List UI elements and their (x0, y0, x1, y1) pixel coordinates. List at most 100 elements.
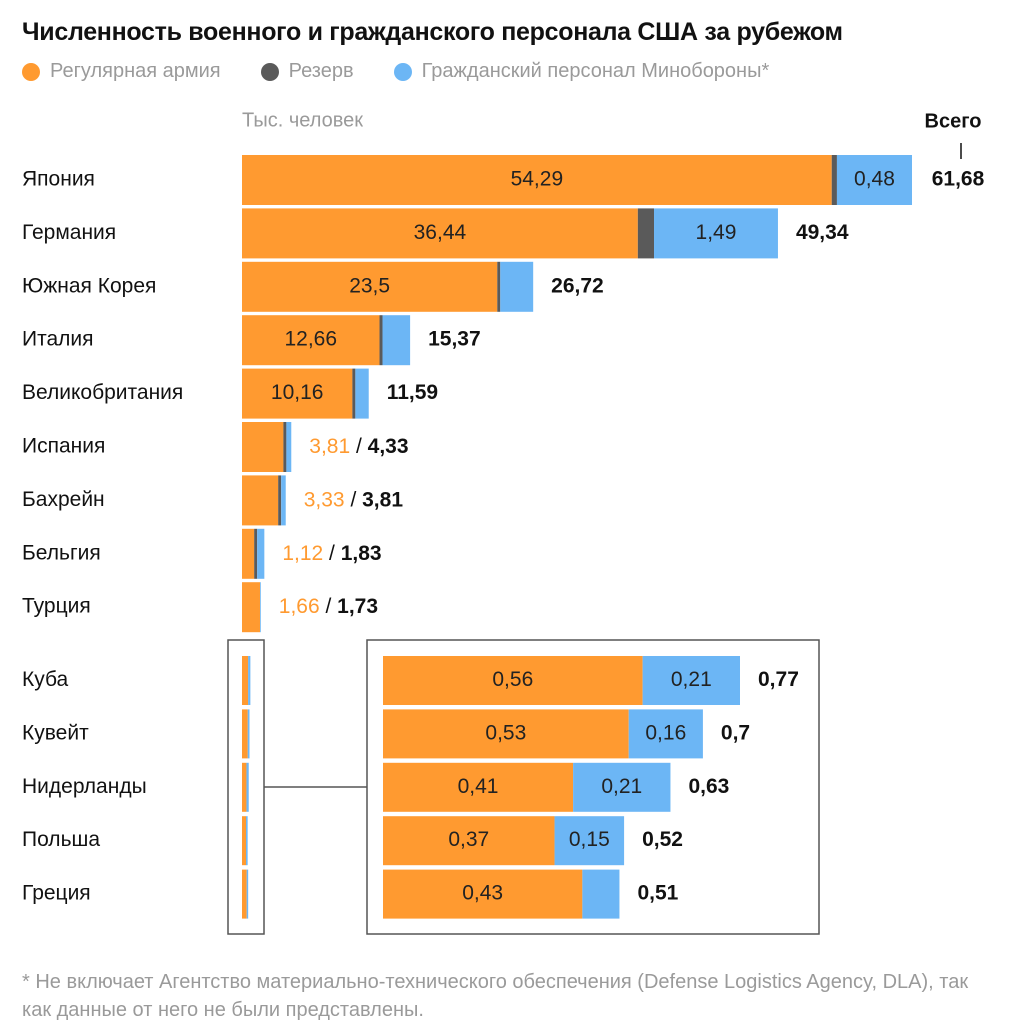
mini-bar-civilian (246, 869, 249, 919)
bar-segment-civilian (281, 475, 286, 526)
data-label-civilian: 0,21 (671, 668, 712, 691)
footnote: * Не включает Агентство материально-техн… (22, 971, 969, 1021)
data-label-pair: 3,81 / 4,33 (309, 435, 408, 458)
mini-bar-civilian (246, 816, 248, 866)
data-label-total: 0,51 (637, 882, 678, 905)
data-label-total: 0,63 (688, 775, 729, 798)
legend-swatch-regular (22, 62, 40, 81)
unit-caption: Тыс. человек (242, 109, 363, 131)
data-label-regular: 3,33 (304, 488, 345, 511)
data-label-civilian: 0,16 (645, 721, 686, 744)
bar-segment-regular (242, 261, 498, 312)
legend-label-reserve: Резерв (288, 60, 354, 82)
data-label-civilian: 0,15 (569, 828, 610, 851)
data-label-regular: 12,66 (284, 328, 337, 351)
zoom-bar-civilian (628, 709, 703, 759)
row-label: Турция (22, 595, 91, 618)
data-label-separator: / (350, 435, 368, 458)
mini-bar-regular (242, 816, 247, 866)
zoom-bar-regular (383, 869, 583, 919)
zoom-bar-civilian (642, 656, 740, 705)
data-label-total: 0,52 (642, 828, 683, 851)
legend-label-regular: Регулярная армия (50, 60, 221, 82)
bar-segment-regular (242, 582, 261, 633)
mini-bar-regular (242, 656, 249, 705)
data-label-regular: 10,16 (271, 381, 324, 404)
row-label: Куба (22, 668, 69, 691)
data-label-total: 0,7 (721, 721, 750, 744)
data-label-total: 11,59 (387, 381, 438, 404)
chart-title: Численность военного и гражданского перс… (22, 18, 843, 46)
chart-area: Тыс. человек Всего Япония 54,29 0,48 61,68 Гер… (22, 109, 985, 935)
data-label-total: 15,37 (428, 328, 481, 351)
data-label-regular: 3,81 (309, 435, 350, 458)
data-label-separator: / (323, 541, 341, 564)
row-label: Нидерланды (22, 775, 147, 798)
bar-segment-reserve (379, 315, 383, 366)
row-label: Польша (22, 828, 100, 851)
data-label-pair: 1,12 / 1,83 (282, 541, 381, 564)
mini-bar-regular (242, 709, 248, 759)
data-label-regular: 1,66 (279, 595, 320, 618)
data-label-civilian: 1,49 (696, 221, 737, 244)
bar-segment-civilian (382, 315, 411, 366)
data-label-pair: 1,66 / 1,73 (279, 595, 378, 618)
bar-segment-reserve (254, 528, 258, 579)
legend-swatch-reserve (260, 62, 279, 81)
row-label: Испания (22, 435, 105, 458)
row-label: Бахрейн (22, 488, 105, 511)
zoom-bar-civilian (554, 816, 625, 866)
row-label: Италия (22, 328, 94, 351)
legend: Регулярная армия Резерв Гражданский перс… (22, 60, 809, 83)
data-label-civilian: 0,21 (601, 775, 642, 798)
zoom-bar-civilian (582, 869, 620, 919)
row-label: Япония (22, 168, 95, 191)
data-label-total: 4,33 (368, 435, 409, 458)
data-label-total: 49,34 (796, 221, 849, 244)
data-label-total: 3,81 (362, 488, 403, 511)
legend-item-civilian: Гражданский персонал Минобороны* (393, 60, 770, 83)
zoom-bar-regular (383, 762, 574, 812)
row-label: Южная Корея (22, 274, 156, 297)
data-label-regular: 54,29 (511, 168, 564, 191)
data-label-separator: / (320, 595, 338, 618)
zoom-bar-civilian (573, 762, 671, 812)
mini-bar-civilian (246, 762, 249, 812)
data-label-civilian: 0,48 (854, 168, 895, 191)
data-label-regular: 0,41 (458, 775, 499, 798)
data-label-regular: 0,56 (492, 668, 533, 691)
data-label-regular: 0,43 (462, 882, 503, 905)
zoom-bar-regular (383, 816, 555, 866)
row-label: Кувейт (22, 721, 89, 744)
mini-bar-civilian (247, 709, 250, 759)
bar-segment-regular (242, 422, 284, 472)
row-label: Бельгия (22, 541, 101, 564)
row-label: Великобритания (22, 381, 183, 404)
data-label-regular: 23,5 (349, 274, 390, 297)
data-label-total: 0,77 (758, 668, 799, 691)
legend-swatch-civilian (393, 62, 412, 81)
data-label-total: 1,83 (341, 541, 382, 564)
legend-label-civilian: Гражданский персонал Минобороны* (421, 60, 770, 82)
bar-segment-reserve (283, 422, 287, 472)
data-label-total: 61,68 (932, 168, 985, 191)
data-label-regular: 1,12 (282, 541, 323, 564)
bar-segment-civilian (286, 422, 292, 472)
bar-segment-reserve (831, 155, 837, 205)
bar-segment-civilian (355, 368, 369, 419)
bar-segment-reserve (352, 368, 356, 419)
bar-segment-civilian (836, 155, 912, 205)
data-label-total: 26,72 (551, 274, 604, 297)
bar-segment-reserve (497, 261, 501, 312)
data-label-regular: 36,44 (414, 221, 467, 244)
row-label: Германия (22, 221, 116, 244)
mini-bar-civilian (248, 656, 251, 705)
bar-segment-regular (242, 208, 638, 259)
zoom-bar-regular (383, 656, 643, 705)
data-label-regular: 0,53 (485, 721, 526, 744)
data-label-pair: 3,33 / 3,81 (304, 488, 404, 511)
bar-segment-regular (242, 528, 255, 579)
total-header: Всего (925, 110, 982, 132)
bar-segment-reserve (637, 208, 655, 259)
row-label: Греция (22, 882, 91, 905)
